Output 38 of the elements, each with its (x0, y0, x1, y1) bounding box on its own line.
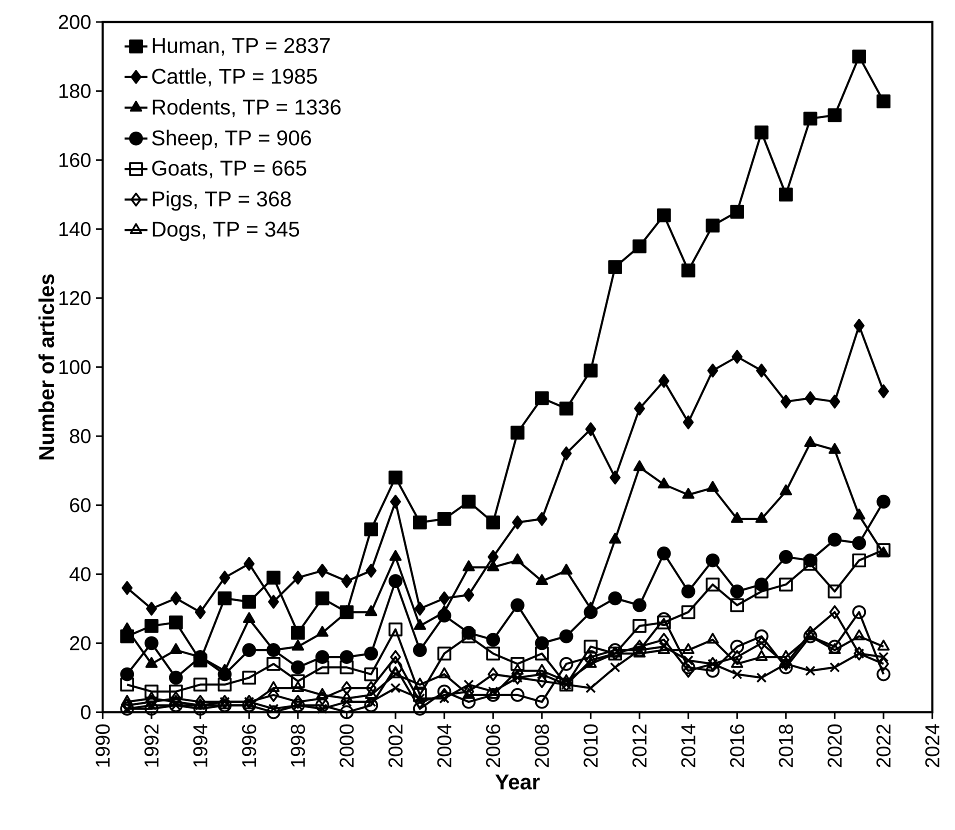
x-tick-label: 1996 (242, 724, 256, 766)
x-tick-label: 2024 (925, 724, 940, 767)
y-tick-label: 140 (59, 222, 91, 236)
x-tick-label: 2018 (778, 724, 793, 767)
y-tick-label: 80 (70, 428, 91, 444)
y-tick-label: 180 (59, 84, 91, 98)
y-tick-label: 200 (58, 14, 91, 29)
x-tick-label: 2008 (534, 724, 549, 767)
legend-label: Cattle, TP = 1985 (152, 68, 317, 86)
y-tick-label: 20 (70, 636, 91, 650)
legend-label: Dogs, TP = 345 (152, 222, 300, 241)
y-tick-label: 60 (70, 498, 91, 512)
x-tick-label: 2010 (584, 724, 598, 767)
x-tick-label: 2012 (632, 724, 647, 767)
x-tick-label: 2002 (388, 724, 403, 767)
x-tick-label: 2000 (340, 724, 354, 767)
legend-label: Human, TP = 2837 (152, 38, 330, 56)
y-tick-label: 100 (59, 360, 91, 374)
x-tick-label: 2022 (876, 724, 891, 767)
legend-label: Rodents, TP = 1336 (152, 98, 341, 118)
x-tick-label: 1990 (96, 724, 110, 766)
x-tick-label: 2016 (730, 724, 744, 767)
y-tick-label: 0 (80, 705, 91, 720)
y-tick-label: 160 (59, 152, 91, 167)
x-tick-label: 1998 (290, 724, 305, 766)
legend-label: Goats, TP = 665 (152, 160, 306, 178)
x-tick-label: 2014 (681, 724, 696, 767)
x-tick-label: 1994 (193, 724, 208, 766)
y-axis-title: Number of articles (38, 274, 54, 460)
legend-label: Pigs, TP = 368 (152, 190, 291, 211)
x-axis-title: Year (495, 774, 540, 790)
y-tick-label: 40 (70, 566, 91, 582)
x-tick-label: 2020 (828, 724, 842, 767)
legend-label: Sheep, TP = 906 (152, 130, 311, 150)
y-tick-label: 120 (59, 290, 91, 306)
x-tick-label: 2006 (486, 724, 500, 767)
x-tick-label: 2004 (437, 724, 452, 767)
x-tick-label: 1992 (144, 724, 159, 766)
